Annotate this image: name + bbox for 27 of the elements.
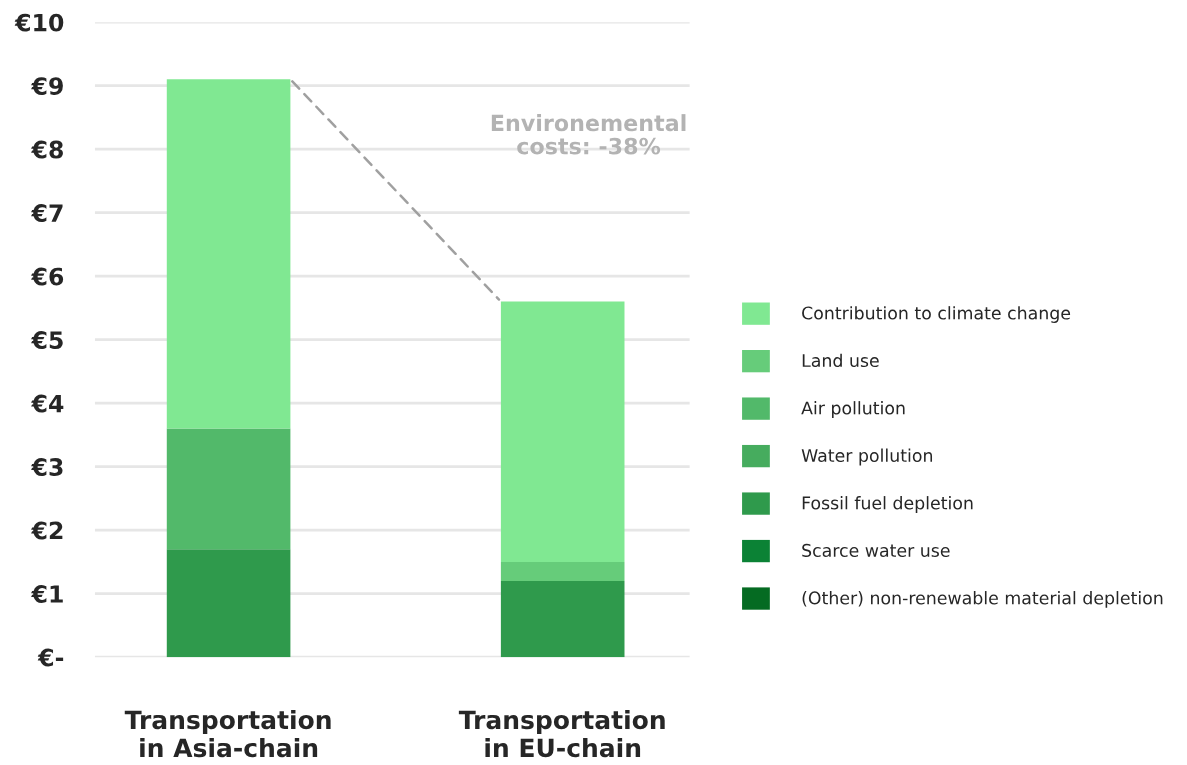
bar xyxy=(166,549,291,658)
legend-label: Contribution to climate change xyxy=(802,306,1071,323)
legend-label: Scarce water use xyxy=(802,543,950,557)
x-tick-label: Transportation in EU-chain xyxy=(458,709,665,758)
bar xyxy=(166,428,291,550)
y-tick-label: €9 xyxy=(31,77,63,95)
legend-label: (Other) non-renewable material depletion xyxy=(802,591,1163,608)
y-tick-label: €2 xyxy=(31,521,63,540)
y-tick-label: €3 xyxy=(31,458,63,476)
bar xyxy=(500,301,625,562)
y-tick-label: €7 xyxy=(31,204,63,222)
y-tick-label: €10 xyxy=(14,13,64,32)
bar xyxy=(166,79,291,429)
legend-label: Air pollution xyxy=(801,401,905,418)
x-tick-label: Transportation in Asia-chain xyxy=(124,709,331,758)
y-tick-label: €- xyxy=(37,648,64,667)
y-tick-label: €5 xyxy=(31,331,63,349)
legend-label: Water pollution xyxy=(801,448,933,466)
y-tick-label: €4 xyxy=(31,394,64,413)
y-tick-label: €6 xyxy=(31,267,64,286)
bar xyxy=(500,580,625,658)
y-tick-label: €1 xyxy=(31,585,63,603)
annotation: Environemental costs: -38% xyxy=(491,114,686,155)
legend-label: Land use xyxy=(802,353,879,368)
y-tick-label: €8 xyxy=(31,140,63,159)
legend-label: Fossil fuel depletion xyxy=(802,496,973,513)
bar xyxy=(500,561,625,581)
